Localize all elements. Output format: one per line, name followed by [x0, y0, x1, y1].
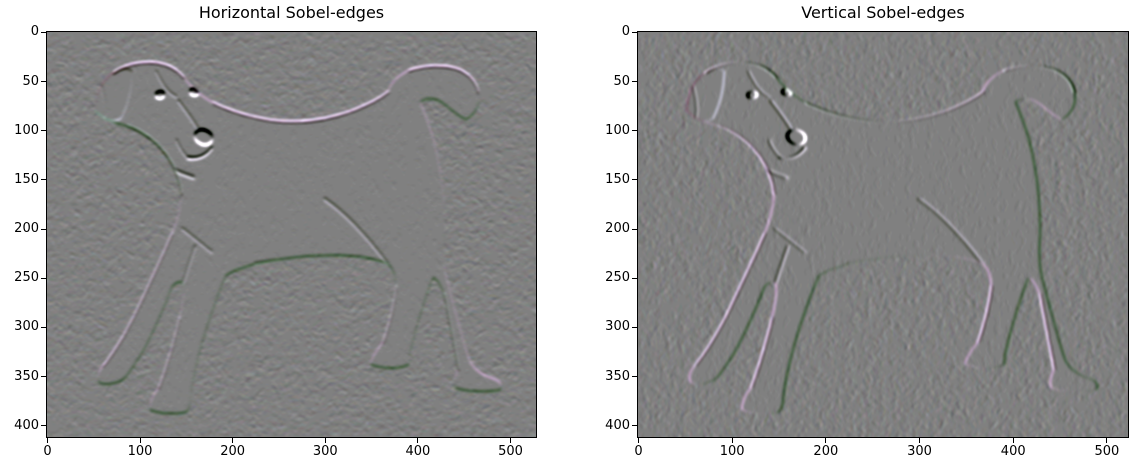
y-tick-mark	[632, 228, 637, 230]
x-tick-mark	[417, 438, 419, 443]
y-tick-label: 150	[605, 171, 630, 187]
x-tick-mark	[232, 438, 234, 443]
x-tick-label: 500	[1094, 444, 1120, 459]
y-tick-mark	[41, 130, 46, 132]
y-tick-label: 50	[613, 73, 630, 89]
x-tick-label: 100	[127, 444, 153, 459]
x-tick-label: 100	[719, 444, 745, 459]
x-tick-mark	[139, 438, 141, 443]
y-tick-mark	[632, 31, 637, 33]
y-tick-label: 250	[14, 270, 39, 286]
y-tick-mark	[41, 81, 46, 83]
right-axes-frame	[637, 31, 1129, 438]
y-tick-label: 200	[14, 221, 39, 237]
x-tick-mark	[46, 438, 48, 443]
y-tick-mark	[41, 376, 46, 378]
y-tick-label: 150	[14, 171, 39, 187]
x-tick-mark	[731, 438, 733, 443]
y-tick-label: 200	[605, 221, 630, 237]
y-tick-label: 0	[30, 24, 39, 40]
y-tick-mark	[632, 326, 637, 328]
y-tick-label: 50	[22, 73, 39, 89]
y-tick-mark	[632, 376, 637, 378]
y-tick-label: 100	[605, 122, 630, 138]
right-plot-title: Vertical Sobel-edges	[801, 3, 965, 22]
y-tick-label: 350	[605, 368, 630, 384]
x-tick-label: 300	[312, 444, 338, 459]
x-tick-label: 400	[405, 444, 431, 459]
horizontal-sobel-image-canvas	[47, 32, 536, 437]
y-tick-mark	[41, 31, 46, 33]
x-tick-mark	[919, 438, 921, 443]
y-tick-label: 250	[605, 270, 630, 286]
vertical-sobel-image-canvas	[638, 32, 1128, 437]
y-tick-label: 100	[14, 122, 39, 138]
x-tick-label: 300	[907, 444, 932, 459]
x-tick-mark	[1106, 438, 1108, 443]
x-tick-label: 500	[498, 444, 523, 459]
y-tick-label: 350	[14, 368, 39, 384]
left-axes-frame	[46, 31, 537, 438]
y-tick-label: 400	[14, 417, 39, 433]
x-tick-mark	[324, 438, 326, 443]
x-tick-mark	[1012, 438, 1014, 443]
y-tick-mark	[41, 179, 46, 181]
y-tick-label: 0	[621, 24, 630, 40]
x-tick-mark	[510, 438, 512, 443]
y-tick-mark	[632, 81, 637, 83]
y-tick-mark	[632, 179, 637, 181]
x-tick-label: 0	[634, 444, 643, 459]
left-plot-title: Horizontal Sobel-edges	[198, 3, 385, 22]
x-tick-label: 200	[813, 444, 839, 459]
y-tick-mark	[632, 425, 637, 427]
y-tick-mark	[632, 277, 637, 279]
y-tick-label: 300	[605, 319, 630, 335]
y-tick-mark	[41, 425, 46, 427]
x-tick-label: 0	[43, 444, 52, 459]
y-tick-label: 300	[14, 319, 39, 335]
y-tick-label: 400	[605, 417, 630, 433]
y-tick-mark	[41, 326, 46, 328]
x-tick-label: 200	[220, 444, 246, 459]
y-tick-mark	[41, 277, 46, 279]
x-tick-mark	[825, 438, 827, 443]
y-tick-mark	[632, 130, 637, 132]
y-tick-mark	[41, 228, 46, 230]
x-tick-mark	[637, 438, 639, 443]
x-tick-label: 400	[1000, 444, 1026, 459]
